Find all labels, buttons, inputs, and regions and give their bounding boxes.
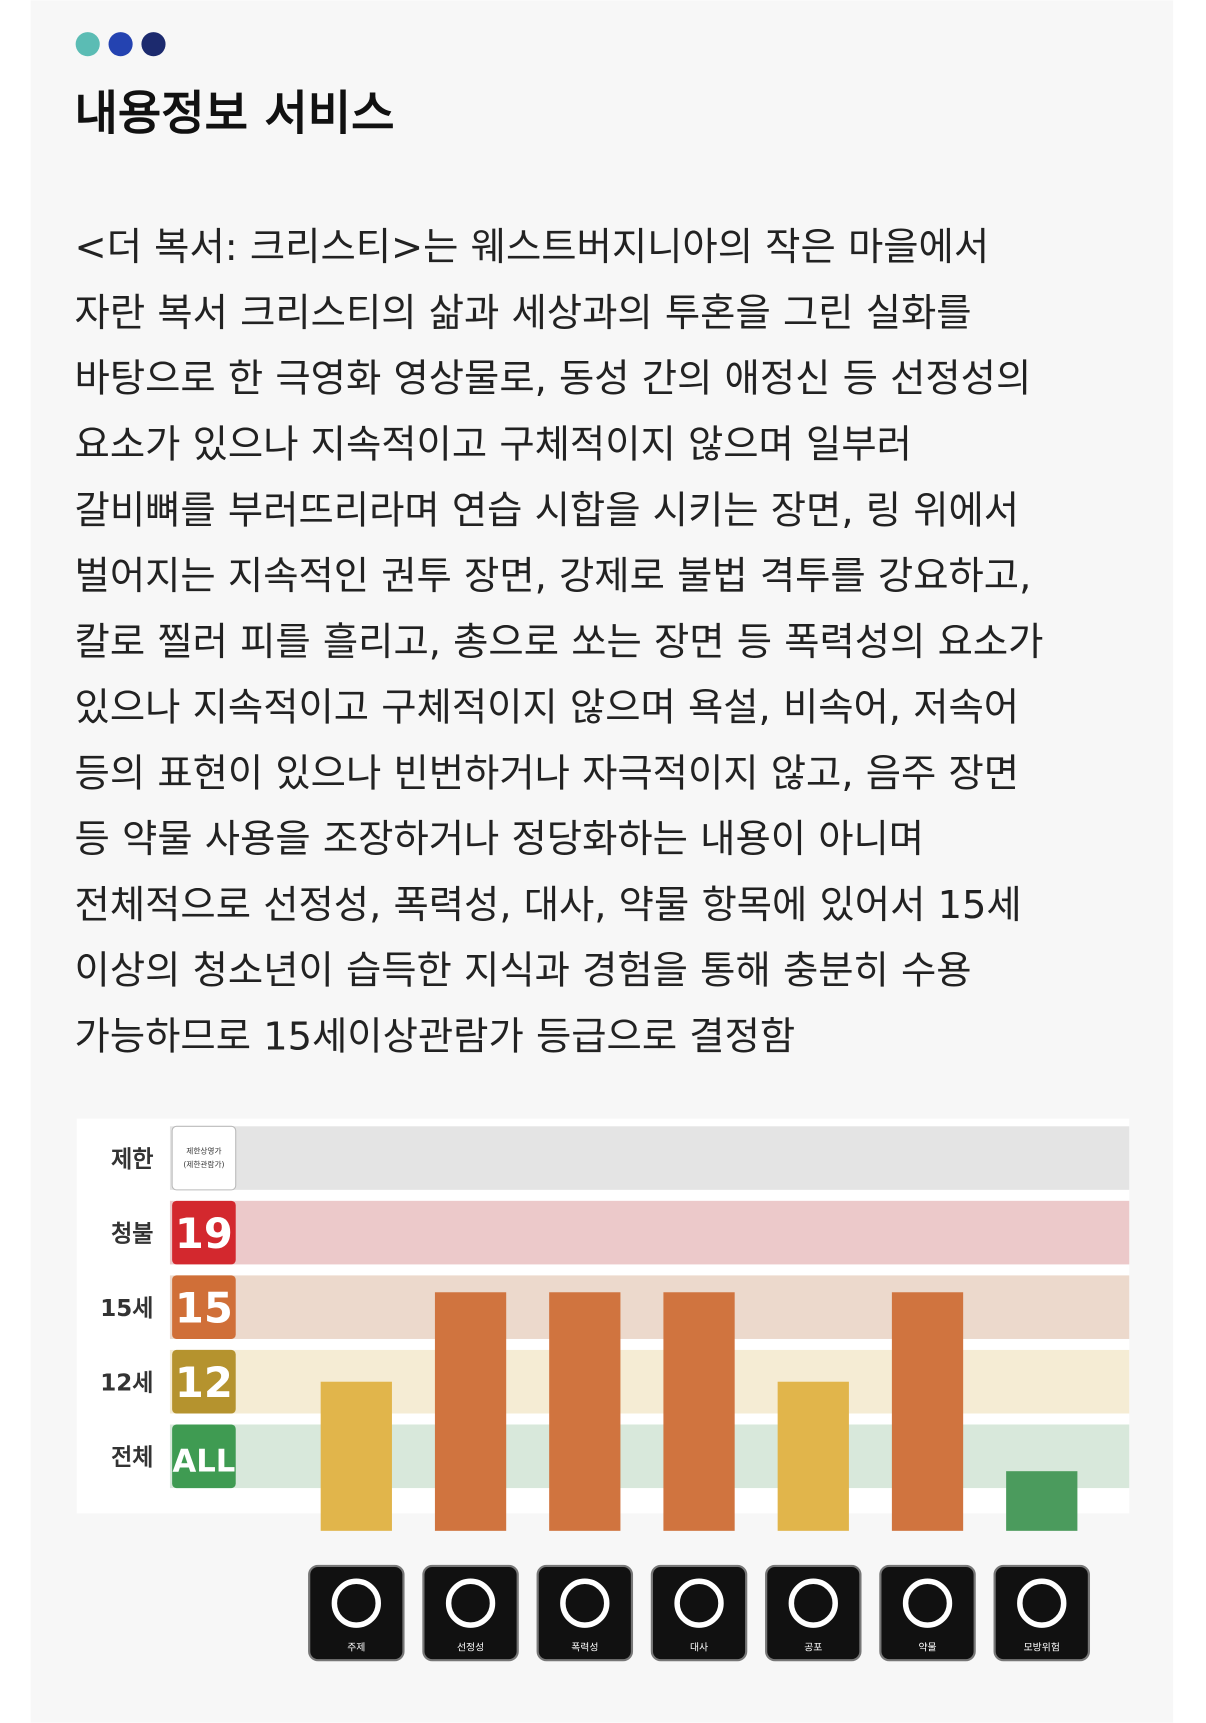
badge-text: 12	[175, 1358, 233, 1407]
badge-text: ALL	[172, 1445, 235, 1480]
bar	[663, 1292, 735, 1531]
icon-symbol	[445, 1578, 496, 1628]
text-line: 갈비뼈를 부러뜨리라며 연습 시합을 시키는 장면, 링 위에서	[75, 488, 1020, 533]
bar	[434, 1292, 507, 1531]
icon-symbol	[674, 1578, 724, 1628]
icon	[308, 1564, 405, 1662]
band	[169, 1126, 1130, 1190]
x-tick-label: 대사	[690, 1641, 708, 1653]
badge-text: 15	[175, 1284, 233, 1333]
bar	[549, 1292, 621, 1531]
dot	[141, 32, 166, 57]
badge-text: 19	[175, 1209, 233, 1258]
text-line: 등 약물 사용을 조장하거나 정당화하는 내용이 아니며	[75, 817, 925, 862]
bar	[1006, 1471, 1078, 1531]
icon	[422, 1564, 519, 1662]
text-line: 등의 표현이 있으나 빈번하거나 자극적이지 않고, 음주 장면	[75, 751, 1020, 796]
text-line: 이상의 청소년이 습득한 지식과 경험을 통해 충분히 수용	[75, 949, 972, 994]
text-line: 자란 복서 크리스티의 삶과 세상과의 투혼을 그린 실화를	[75, 291, 972, 336]
icon-symbol	[788, 1578, 838, 1628]
text-line: 가능하므로 15세이상관람가 등급으로 결정함	[75, 1015, 796, 1060]
dot	[75, 32, 100, 57]
text-line: 요소가 있으나 지속적이고 구체적이지 않으며 일부러	[75, 422, 912, 467]
icon-symbol	[902, 1578, 953, 1628]
y-tick-label: 제한	[111, 1147, 153, 1173]
x-tick-label: 공포	[804, 1641, 822, 1653]
icon-symbol	[1017, 1578, 1067, 1628]
chart: 전체 ALL 12세 12 15세 15 청불 19 제한 제한상영가 (제한관람가) 주제 선정성 폭력…	[100, 1125, 1130, 1662]
text-line: 있으나 지속적이고 구체적이지 않으며 욕설, 비속어, 저속어	[75, 686, 1020, 731]
text-line: <더 복서: 크리스티>는 웨스트버지니아의 작은 마을에서	[75, 225, 990, 270]
icon	[650, 1564, 748, 1662]
badge	[172, 1349, 236, 1414]
y-tick-label: 청불	[111, 1221, 153, 1247]
icon	[993, 1564, 1091, 1662]
band	[169, 1200, 1130, 1265]
band	[169, 1349, 1130, 1414]
text-line: 칼로 찔러 피를 흘리고, 총으로 쏘는 장면 등 폭력성의 요소가	[75, 620, 1044, 665]
badge	[172, 1424, 236, 1489]
badge-subtext: (제한관람가)	[183, 1159, 224, 1169]
bar	[891, 1292, 964, 1531]
badge-text: 제한상영가	[186, 1146, 221, 1156]
x-tick-label: 약물	[918, 1641, 936, 1653]
y-tick-label: 15세	[100, 1296, 153, 1322]
text-line: 바탕으로 한 극영화 영상물로, 동성 간의 애정신 등 선정성의	[75, 357, 1032, 402]
bar	[320, 1381, 392, 1531]
y-tick-label: 전체	[111, 1445, 153, 1471]
icon	[879, 1564, 976, 1662]
title: 내용정보 서비스	[75, 87, 395, 142]
badge	[172, 1275, 236, 1339]
bar	[777, 1381, 849, 1531]
y-tick-label: 12세	[100, 1370, 153, 1396]
band	[169, 1424, 1130, 1489]
icon-symbol	[560, 1578, 610, 1628]
dot	[108, 32, 133, 57]
x-tick-label: 모방위험	[1024, 1640, 1060, 1653]
x-tick-label: 폭력성	[571, 1641, 598, 1653]
text-line: 전체적으로 선정성, 폭력성, 대사, 약물 항목에 있어서 15세	[75, 883, 1022, 928]
badge	[171, 1125, 237, 1191]
badge	[172, 1200, 236, 1265]
icon	[536, 1564, 634, 1662]
x-tick-label: 선정성	[457, 1641, 484, 1653]
icon-symbol	[331, 1578, 381, 1628]
text-line: 벌어지는 지속적인 권투 장면, 강제로 불법 격투를 강요하고,	[75, 554, 1032, 599]
icon	[765, 1564, 862, 1662]
x-tick-label: 주제	[347, 1641, 365, 1653]
band	[169, 1275, 1130, 1339]
